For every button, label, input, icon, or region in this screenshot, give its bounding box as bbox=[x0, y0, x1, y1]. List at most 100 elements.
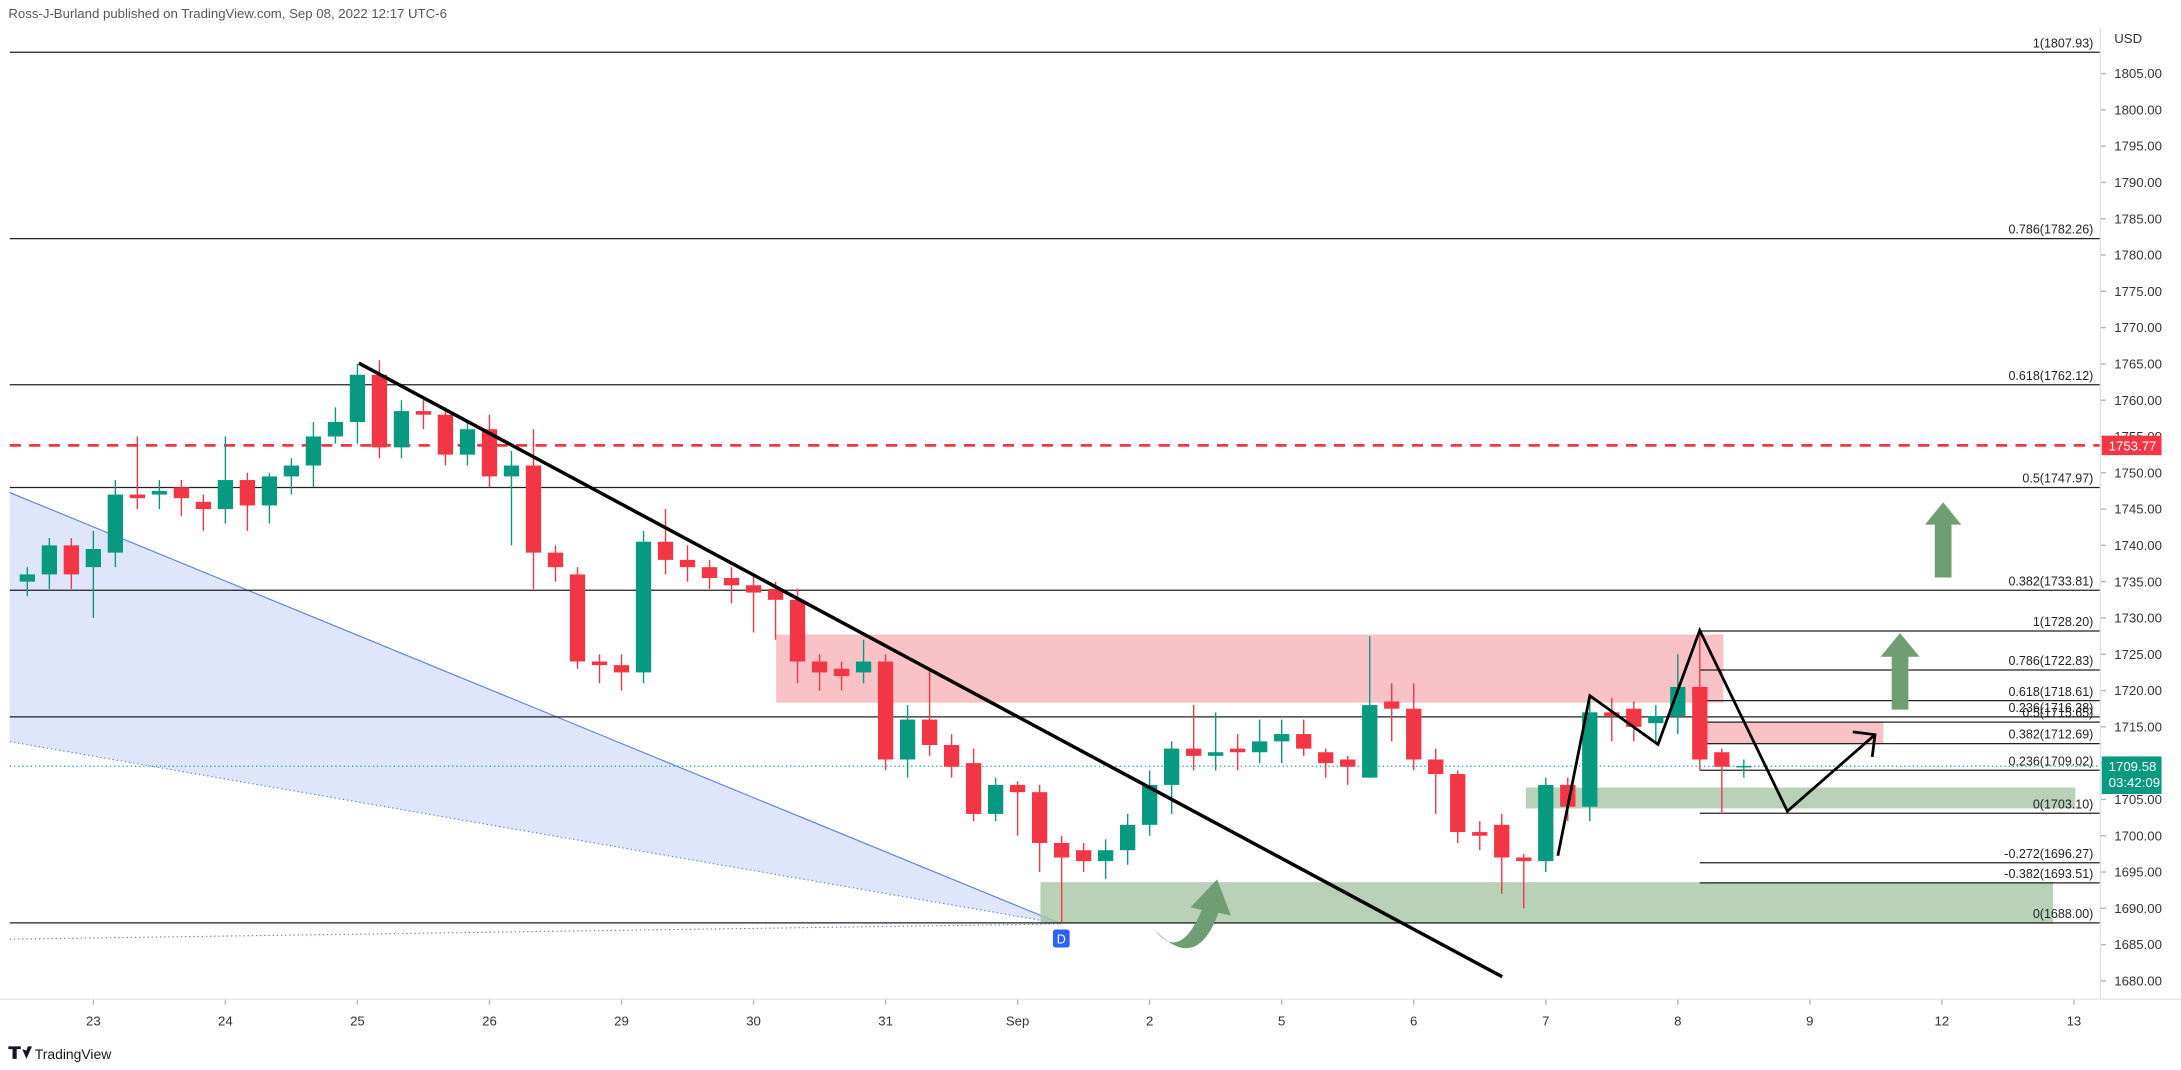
candle-body bbox=[107, 494, 124, 553]
candle-body bbox=[85, 549, 102, 568]
candle-body bbox=[459, 429, 476, 455]
price-badge-label: 1753.77 bbox=[2109, 438, 2157, 453]
candle-body bbox=[1538, 784, 1554, 862]
candle-body bbox=[943, 744, 960, 767]
y-tick-label: 1730.00 bbox=[2114, 611, 2162, 626]
x-tick-label: 13 bbox=[2067, 1013, 2082, 1028]
candle-body bbox=[569, 574, 586, 662]
candle-body bbox=[1494, 824, 1510, 858]
up-arrow bbox=[1925, 502, 1962, 578]
candle-body bbox=[855, 661, 872, 673]
candle-body bbox=[327, 421, 344, 437]
candle-body bbox=[745, 585, 762, 593]
price-badge bbox=[2101, 435, 2162, 456]
candle-body bbox=[613, 665, 630, 673]
y-tick-label: 1750.00 bbox=[2114, 465, 2162, 480]
x-tick-label: 8 bbox=[1674, 1013, 1681, 1028]
y-tick-label: 1800.00 bbox=[2114, 102, 2162, 117]
projection-path bbox=[1556, 626, 1876, 856]
candle-body bbox=[415, 411, 432, 415]
x-tick-label: 24 bbox=[218, 1013, 233, 1028]
candle-body bbox=[41, 545, 57, 575]
fan-line bbox=[9, 923, 1062, 940]
candle-body bbox=[723, 578, 740, 586]
candle-body bbox=[195, 501, 212, 510]
x-tick-label: 26 bbox=[482, 1013, 497, 1028]
last-price-badge bbox=[2101, 756, 2162, 795]
candle-body bbox=[987, 784, 1004, 814]
candle-body bbox=[635, 541, 652, 673]
candle-body bbox=[1428, 759, 1444, 775]
candle-body bbox=[1406, 708, 1422, 760]
y-tick-label: 1680.00 bbox=[2114, 973, 2162, 988]
y-tick-label: 1785.00 bbox=[2114, 211, 2162, 226]
y-tick-label: 1720.00 bbox=[2114, 683, 2162, 698]
currency: USD bbox=[2114, 31, 2142, 46]
y-tick-label: 1805.00 bbox=[2114, 66, 2162, 81]
fib-label: 0.236(1716.38) bbox=[2008, 701, 2093, 715]
candle-body bbox=[1516, 857, 1532, 862]
trendline bbox=[358, 361, 1504, 979]
y-tick-label: 1795.00 bbox=[2114, 139, 2162, 154]
candle-body bbox=[1031, 792, 1048, 843]
y-tick-label: 1780.00 bbox=[2114, 248, 2162, 263]
candle-body bbox=[63, 545, 80, 575]
candle-body bbox=[239, 480, 256, 506]
candle-body bbox=[1252, 741, 1268, 753]
marker-badge bbox=[1052, 929, 1070, 948]
candle-body bbox=[1208, 752, 1224, 756]
x-tick-label: 2 bbox=[1146, 1013, 1153, 1028]
y-tick-label: 1735.00 bbox=[2114, 574, 2162, 589]
y-tick-label: 1695.00 bbox=[2114, 865, 2162, 880]
y-tick-label: 1725.00 bbox=[2114, 647, 2162, 662]
candle-body bbox=[1714, 752, 1730, 767]
candle-body bbox=[525, 465, 542, 553]
y-tick-label: 1760.00 bbox=[2114, 393, 2162, 408]
x-tick-label: 6 bbox=[1410, 1013, 1417, 1028]
fib-label: 0.5(1715.65) bbox=[2022, 706, 2093, 720]
candle-body bbox=[1274, 734, 1290, 742]
candle-body bbox=[679, 559, 696, 568]
candle-body bbox=[151, 490, 168, 495]
candle-body bbox=[1230, 748, 1246, 753]
fib-label: 0.236(1709.02) bbox=[2008, 754, 2093, 768]
fan-line bbox=[9, 741, 1062, 925]
footer: TradingView bbox=[35, 1046, 112, 1062]
candle-body bbox=[1296, 734, 1312, 749]
y-tick-label: 1790.00 bbox=[2114, 175, 2162, 190]
fib-label: 0.382(1712.69) bbox=[2008, 728, 2093, 742]
candle-body bbox=[811, 661, 828, 673]
candle-body bbox=[393, 411, 410, 448]
candle-body bbox=[547, 552, 564, 568]
candle-body bbox=[1604, 712, 1620, 716]
logo bbox=[8, 1046, 32, 1059]
arrow-head bbox=[1852, 730, 1877, 758]
up-arrow bbox=[1880, 633, 1920, 710]
candle-body bbox=[1472, 832, 1488, 836]
y-tick-label: 1685.00 bbox=[2114, 937, 2162, 952]
candle-body bbox=[591, 661, 608, 666]
candle-body bbox=[1670, 686, 1686, 716]
candle-body bbox=[481, 429, 498, 477]
candle-body bbox=[877, 661, 894, 760]
x-tick-label: 9 bbox=[1806, 1013, 1813, 1028]
y-tick-label: 1745.00 bbox=[2114, 502, 2162, 517]
x-tick-label: 7 bbox=[1542, 1013, 1549, 1028]
candle-body bbox=[173, 487, 190, 499]
y-tick-label: 1740.00 bbox=[2114, 538, 2162, 553]
plot: 1805.00 1800.00 1795.00 1790.00 1785.00 1780.… bbox=[9, 36, 2162, 1028]
candle-body bbox=[1075, 850, 1092, 862]
marker-label: D bbox=[1057, 932, 1066, 946]
candle-body bbox=[899, 719, 916, 760]
candle-body bbox=[1318, 752, 1334, 764]
fib-label: 0(1688.00) bbox=[2033, 907, 2094, 921]
x-tick-label: 29 bbox=[614, 1013, 629, 1028]
last-price-label: 1709.58 bbox=[2109, 759, 2157, 774]
candle-body bbox=[1053, 842, 1070, 858]
candle-body bbox=[305, 436, 322, 466]
fib-label: 0.786(1782.26) bbox=[2008, 223, 2093, 237]
fib-label: 1(1807.93) bbox=[2033, 36, 2094, 50]
fib-label: 0.618(1762.12) bbox=[2008, 369, 2093, 383]
y-tick-label: 1770.00 bbox=[2114, 320, 2162, 335]
